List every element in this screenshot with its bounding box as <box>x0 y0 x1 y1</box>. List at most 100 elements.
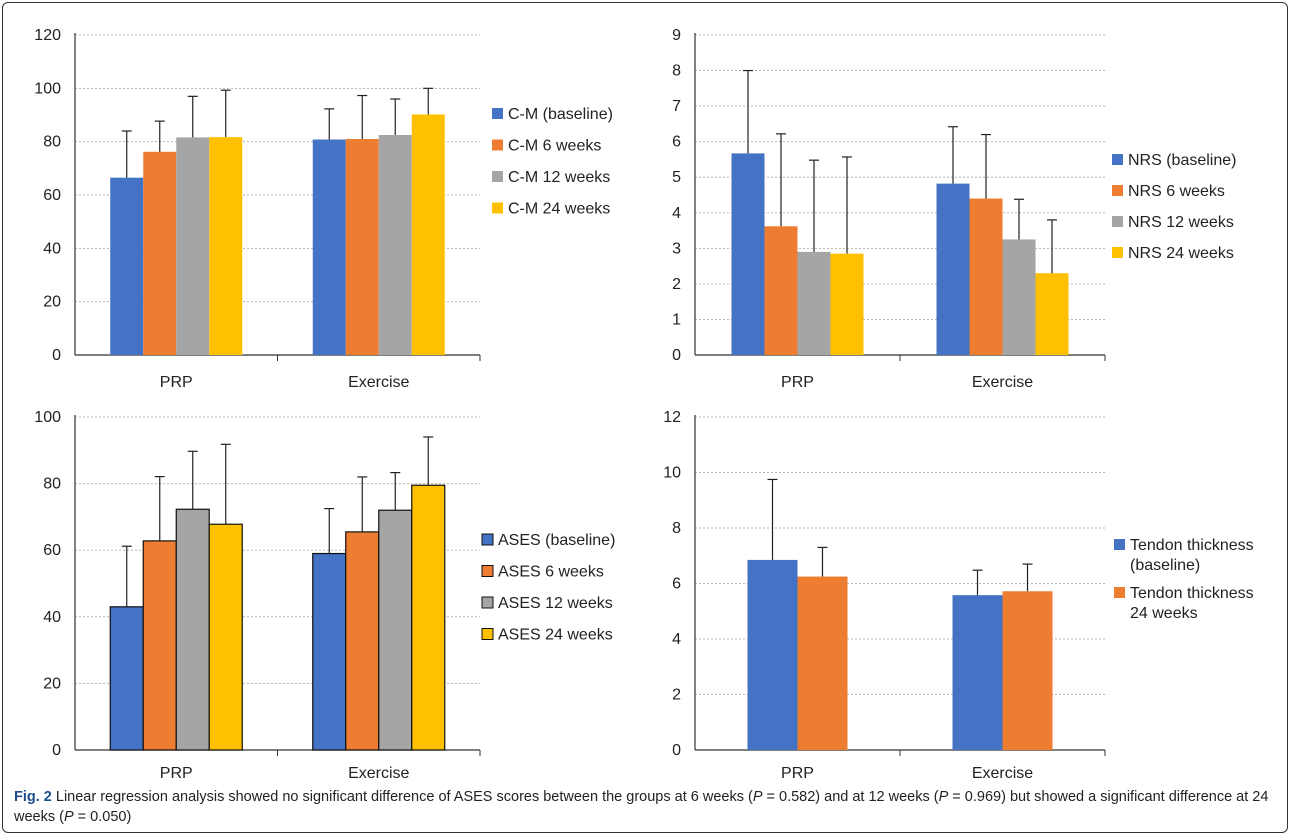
nrs-y-tick-label: 7 <box>672 98 681 115</box>
cm-y-tick-label: 100 <box>34 80 61 97</box>
ases-legend-label: ASES 24 weeks <box>498 627 613 644</box>
chart-ases: 0 20 40 60 80 100 PRP Exercise ASES (baseline) AS… <box>34 409 615 782</box>
nrs-y-tick-label: 1 <box>672 311 681 328</box>
nrs-bar <box>764 226 798 355</box>
cm-y-tick-label: 60 <box>43 187 61 204</box>
caption-text-1: Linear regression analysis showed no sig… <box>55 789 753 805</box>
ases-legend-label: ASES (baseline) <box>498 532 615 549</box>
ases-bar <box>142 540 177 751</box>
ases-bar <box>208 523 243 751</box>
chart-nrs: 0 1 2 3 4 5 6 7 8 9 PRP Exercise NRS (baseline) NRS 6… <box>672 27 1236 391</box>
caption-p-3: P <box>63 809 74 825</box>
caption-text-3: = 0.969) but showed a significant differ… <box>14 789 1269 825</box>
tendon-y-tick-label: 4 <box>672 631 681 648</box>
ases-bar <box>109 606 144 751</box>
ases-bar <box>378 509 413 751</box>
cm-bar <box>411 114 445 355</box>
nrs-bar <box>797 251 831 355</box>
tendon-y-tick-label: 10 <box>663 465 681 482</box>
ases-bar <box>312 552 347 751</box>
cm-y-tick-label: 80 <box>43 134 61 151</box>
cm-y-tick-label: 0 <box>52 347 61 364</box>
cm-legend-swatch <box>492 202 503 214</box>
cm-legend-swatch <box>492 108 503 119</box>
cm-category-label: PRP <box>160 374 193 391</box>
ases-bar <box>175 508 210 751</box>
tendon-bar <box>747 559 798 750</box>
tendon-bar <box>952 595 1003 750</box>
nrs-legend-swatch <box>1112 154 1123 165</box>
nrs-bar <box>1002 239 1036 355</box>
nrs-legend-label: NRS 12 weeks <box>1128 214 1234 231</box>
cm-bar <box>378 135 412 355</box>
cm-legend-label: C-M 12 weeks <box>508 169 610 186</box>
ases-legend-label: ASES 6 weeks <box>498 564 604 581</box>
tendon-y-tick-label: 12 <box>663 409 681 426</box>
cm-bar <box>143 151 177 355</box>
tendon-category-label: PRP <box>781 765 814 782</box>
nrs-y-tick-label: 0 <box>672 347 681 364</box>
nrs-legend-swatch <box>1112 216 1123 227</box>
cm-legend-label: C-M 24 weeks <box>508 201 610 218</box>
nrs-bar <box>731 153 765 355</box>
nrs-y-tick-label: 8 <box>672 63 681 80</box>
cm-y-tick-label: 40 <box>43 240 61 257</box>
ases-y-tick-label: 20 <box>43 675 61 692</box>
caption-text-4: = 0.050) <box>73 809 132 825</box>
tendon-legend-swatch <box>1114 539 1125 550</box>
ases-y-tick-label: 60 <box>43 542 61 559</box>
ases-y-tick-label: 100 <box>34 409 61 426</box>
ases-legend-swatch <box>481 533 494 546</box>
chart-cm: 0 20 40 60 80 100 120 PRP Exercise C-M (baseline)… <box>34 27 613 391</box>
ases-legend-swatch <box>481 565 494 577</box>
caption-label: Fig. 2 <box>14 789 52 805</box>
cm-category-label: Exercise <box>348 374 409 391</box>
nrs-legend-swatch <box>1112 185 1123 196</box>
chart-tendon: 0 2 4 6 8 10 12 PRP Exercise Tendon thickness (bas… <box>663 409 1254 782</box>
ases-bar <box>345 531 380 751</box>
cm-bar <box>345 139 379 355</box>
ases-legend-swatch <box>481 628 494 640</box>
tendon-bar <box>797 576 848 750</box>
cm-bar <box>176 137 210 355</box>
ases-y-tick-label: 40 <box>43 609 61 626</box>
cm-bar <box>209 137 243 355</box>
ases-bar <box>411 484 446 751</box>
ases-category-label: Exercise <box>348 765 409 782</box>
cm-legend-swatch <box>492 139 503 151</box>
cm-legend-label: C-M (baseline) <box>508 106 613 123</box>
nrs-category-label: PRP <box>781 374 814 391</box>
nrs-y-tick-label: 5 <box>672 169 681 186</box>
nrs-legend-swatch <box>1112 247 1123 258</box>
tendon-legend-label: Tendon thickness 24 weeks <box>1130 585 1254 622</box>
tendon-legend-label: Tendon thickness (baseline) <box>1130 537 1254 574</box>
caption-p-1: P <box>752 789 763 805</box>
cm-legend-label: C-M 6 weeks <box>508 138 601 155</box>
ases-y-tick-label: 0 <box>52 742 61 759</box>
tendon-y-tick-label: 0 <box>672 742 681 759</box>
tendon-y-tick-label: 2 <box>672 687 681 704</box>
cm-legend-swatch <box>492 171 503 182</box>
figure-caption: Fig. 2 Linear regression analysis showed … <box>14 787 1278 827</box>
nrs-y-tick-label: 6 <box>672 134 681 151</box>
ases-y-tick-label: 80 <box>43 476 61 493</box>
nrs-bar <box>936 183 970 355</box>
caption-text-2: = 0.582) and at 12 weeks ( <box>762 789 939 805</box>
nrs-y-tick-label: 9 <box>672 27 681 44</box>
nrs-bar <box>1035 273 1069 355</box>
nrs-bar <box>830 253 864 355</box>
nrs-bar <box>969 198 1003 355</box>
nrs-y-tick-label: 4 <box>672 205 681 222</box>
cm-bar <box>110 177 144 355</box>
nrs-legend-label: NRS 6 weeks <box>1128 183 1225 200</box>
nrs-y-tick-label: 2 <box>672 276 681 293</box>
cm-y-tick-label: 20 <box>43 294 61 311</box>
nrs-category-label: Exercise <box>972 374 1033 391</box>
caption-p-2: P <box>938 789 949 805</box>
nrs-legend-label: NRS 24 weeks <box>1128 245 1234 262</box>
ases-legend-label: ASES 12 weeks <box>498 595 613 612</box>
tendon-legend-swatch <box>1114 587 1125 598</box>
nrs-legend-label: NRS (baseline) <box>1128 152 1236 169</box>
tendon-category-label: Exercise <box>972 765 1033 782</box>
